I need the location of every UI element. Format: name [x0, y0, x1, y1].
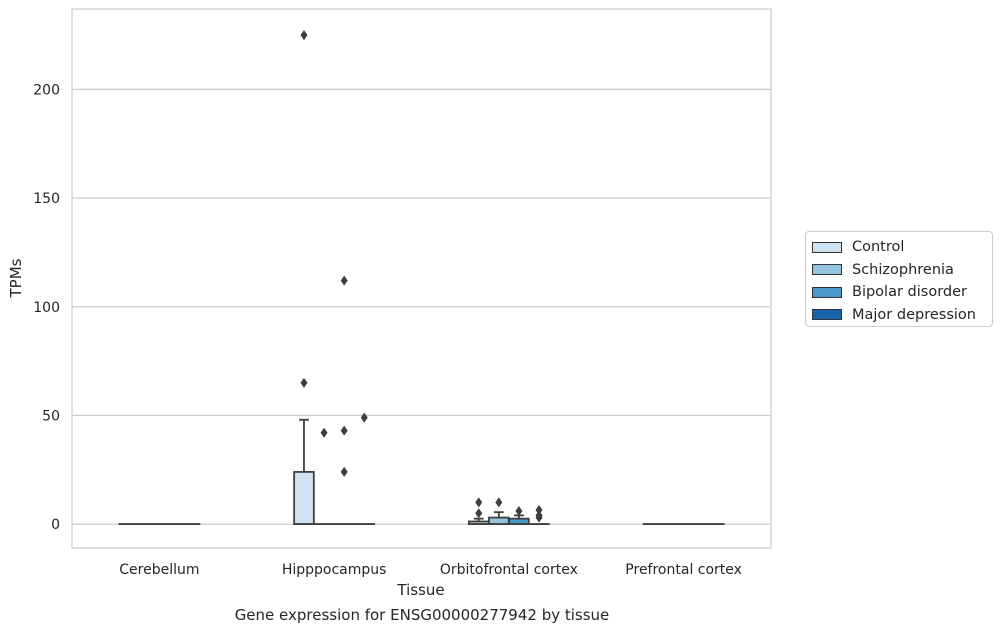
y-tick-label-0: 0 — [51, 517, 60, 533]
box-control-orbitofrontal-cortex — [467, 497, 490, 525]
y-tick-label-150: 150 — [33, 191, 60, 207]
legend-item-schizophrenia: Schizophrenia — [812, 259, 992, 282]
legend-swatch-bipolar-disorder — [812, 286, 842, 298]
box-control-hipppocampus — [293, 30, 315, 525]
legend-label-bipolar-disorder: Bipolar disorder — [852, 284, 967, 301]
x-tick-label-orbitofrontal-cortex: Orbitofrontal cortex — [440, 562, 578, 578]
box-major-depression-orbitofrontal-cortex-outlier-1 — [535, 510, 543, 521]
legend-item-bipolar-disorder: Bipolar disorder — [812, 281, 992, 304]
box-major-depression-orbitofrontal-cortex — [528, 504, 550, 526]
x-tick-labels: Cerebellum Hipppocampus Orbitofrontal cort… — [119, 562, 742, 578]
legend-label-major-depression: Major depression — [852, 306, 976, 323]
box-control-hipppocampus-outlier-0 — [300, 377, 308, 388]
legend-item-major-depression: Major depression — [812, 304, 992, 327]
chart-caption: Gene expression for ENSG00000277942 by t… — [234, 606, 610, 624]
x-tick-label-prefrontal-cortex: Prefrontal cortex — [625, 562, 742, 578]
x-tick-label-cerebellum: Cerebellum — [119, 562, 199, 578]
legend: Control Schizophrenia Bipolar disorder M… — [805, 231, 993, 327]
box-bipolar-disorder-hipppocampus-outlier-1 — [340, 425, 348, 436]
box-schizophrenia-hipppocampus-outlier-0 — [320, 427, 328, 438]
x-tick-label-hipppocampus: Hipppocampus — [282, 562, 387, 578]
box-schizophrenia-orbitofrontal-cortex-iqr — [488, 516, 510, 525]
box-control-orbitofrontal-cortex-outlier-1 — [475, 497, 483, 508]
box-bipolar-disorder-orbitofrontal-cortex-outlier-0 — [515, 506, 523, 517]
box-major-depression-orbitofrontal-cortex-outlier-2 — [535, 504, 543, 515]
box-major-depression-hipppocampus — [353, 412, 376, 526]
box-series — [118, 30, 725, 526]
box-control-orbitofrontal-cortex-outlier-0 — [475, 508, 483, 519]
legend-label-schizophrenia: Schizophrenia — [852, 261, 954, 278]
legend-swatch-schizophrenia — [812, 264, 842, 276]
x-axis-label: Tissue — [396, 581, 444, 599]
y-tick-label-100: 100 — [33, 300, 60, 316]
box-control-hipppocampus-iqr — [293, 471, 315, 525]
box-schizophrenia-orbitofrontal-cortex-outlier-0 — [495, 497, 503, 508]
box-bipolar-disorder-hipppocampus-outlier-0 — [340, 466, 348, 477]
box-major-depression-hipppocampus-outlier-0 — [360, 412, 368, 423]
y-tick-label-200: 200 — [33, 82, 60, 98]
plot-area-frame — [71, 8, 772, 549]
y-axis-label: TPMs — [7, 258, 25, 298]
y-tick-labels: 0 50 100 150 200 — [33, 82, 60, 533]
legend-swatch-control — [812, 241, 842, 253]
legend-label-control: Control — [852, 239, 905, 256]
legend-item-control: Control — [812, 236, 992, 259]
box-bipolar-disorder-orbitofrontal-cortex — [508, 506, 530, 525]
box-bipolar-disorder-hipppocampus-outlier-2 — [340, 275, 348, 286]
legend-swatch-major-depression — [812, 309, 842, 321]
box-control-hipppocampus-outlier-1 — [300, 30, 308, 41]
box-schizophrenia-orbitofrontal-cortex — [488, 497, 510, 525]
y-tick-label-50: 50 — [42, 408, 60, 424]
box-bipolar-disorder-hipppocampus — [333, 275, 355, 526]
